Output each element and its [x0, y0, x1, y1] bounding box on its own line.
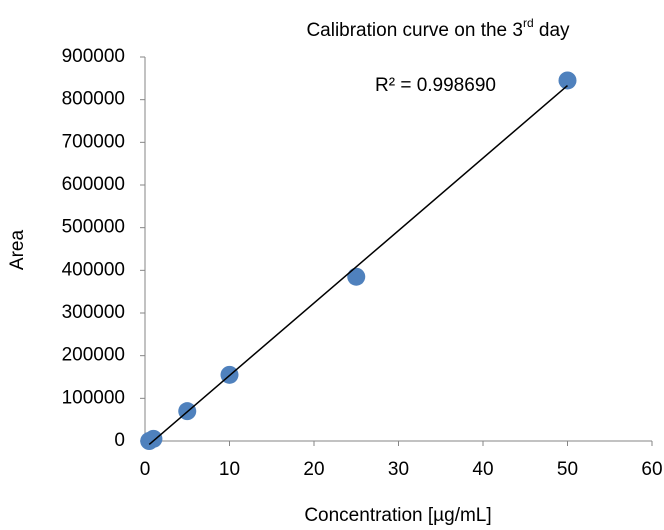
y-tick-label: 300000 — [62, 302, 125, 323]
annotation: R² = 0.998690 — [375, 75, 496, 96]
y-tick-label: 200000 — [62, 345, 125, 366]
x-tick-label: 60 — [641, 459, 662, 480]
data-point — [558, 71, 577, 90]
x-tick-label: 30 — [388, 459, 409, 480]
data-point — [347, 267, 366, 286]
x-axis-label: Concentration [µg/mL] — [304, 505, 491, 526]
y-tick-label: 100000 — [62, 387, 125, 408]
x-tick-label: 50 — [557, 459, 578, 480]
y-tick-label: 0 — [114, 430, 125, 451]
data-point — [144, 429, 163, 448]
chart-title: Calibration curve on the 3rd day — [306, 16, 570, 41]
y-tick-label: 800000 — [62, 89, 125, 110]
x-tick-label: 10 — [219, 459, 240, 480]
y-tick-label: 400000 — [62, 259, 125, 280]
x-tick-label: 20 — [303, 459, 324, 480]
y-axis-label: Area — [7, 230, 28, 271]
y-tick-label: 600000 — [62, 174, 125, 195]
y-tick-label: 700000 — [62, 131, 125, 152]
x-tick-label: 0 — [140, 459, 151, 480]
y-tick-label: 500000 — [62, 217, 125, 238]
title-superscript: rd — [523, 16, 534, 30]
title-text: Calibration curve on the 3 — [306, 20, 523, 41]
x-tick-label: 40 — [472, 459, 493, 480]
trendline — [148, 85, 568, 445]
y-tick-label: 900000 — [62, 46, 125, 67]
title-suffix: day — [534, 20, 570, 41]
